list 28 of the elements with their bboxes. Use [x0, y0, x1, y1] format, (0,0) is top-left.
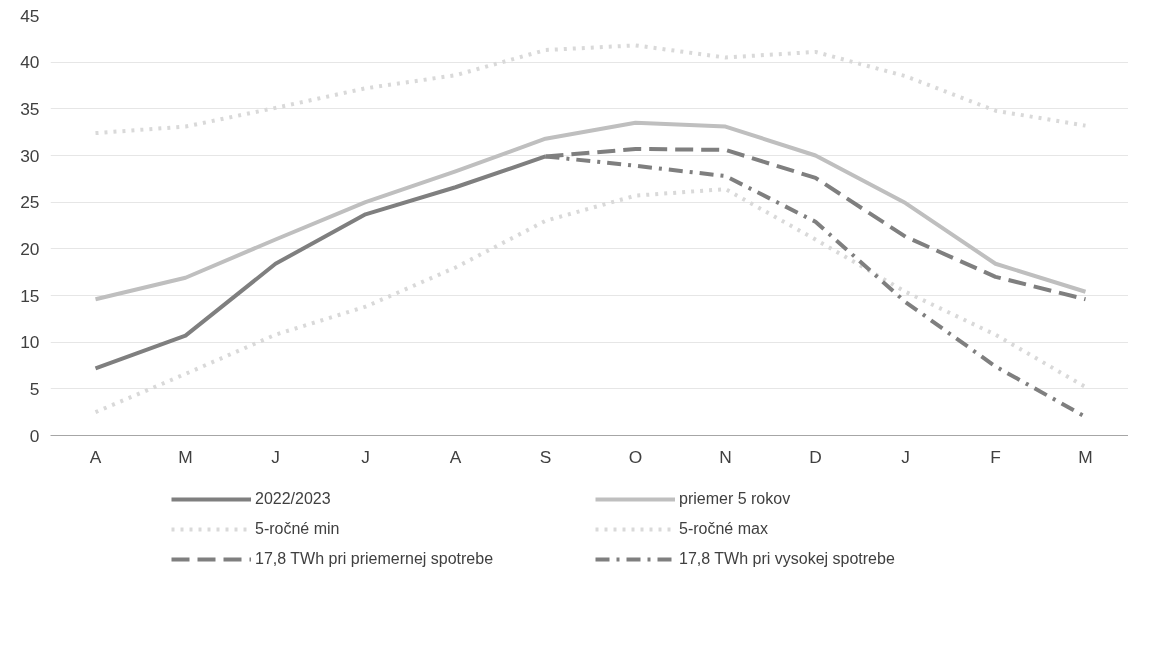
legend-label: 5-ročné min	[255, 520, 341, 538]
x-tick-label: M	[1078, 446, 1093, 467]
x-tick-label: A	[449, 446, 462, 467]
legend-label: 2022/2023	[255, 490, 332, 508]
y-tick-label: 5	[29, 378, 40, 399]
y-tick-label: 30	[20, 145, 40, 166]
y-tick-label: 40	[20, 52, 40, 73]
x-tick-label: J	[901, 446, 910, 467]
x-tick-label: J	[271, 446, 280, 467]
y-tick-label: 15	[20, 285, 40, 306]
y-tick-label: 25	[20, 192, 40, 213]
legend-label: 5-ročné max	[679, 520, 769, 538]
y-tick-label: 20	[20, 238, 40, 259]
legend-label: 17,8 TWh pri vysokej spotrebe	[679, 550, 896, 568]
x-tick-label: A	[89, 446, 102, 467]
x-tick-label: F	[990, 446, 1001, 467]
legend-label: 17,8 TWh pri priemernej spotrebe	[255, 550, 495, 568]
y-tick-label: 45	[20, 5, 40, 26]
legend-label: priemer 5 rokov	[679, 490, 792, 508]
y-tick-label: 35	[20, 98, 40, 119]
x-tick-label: S	[539, 446, 552, 467]
x-tick-label: J	[361, 446, 370, 467]
x-tick-label: D	[809, 446, 822, 467]
y-tick-label: 10	[20, 332, 40, 353]
x-tick-label: N	[719, 446, 732, 467]
x-tick-label: M	[178, 446, 193, 467]
y-tick-label: 0	[29, 425, 40, 446]
x-tick-label: O	[628, 446, 643, 467]
